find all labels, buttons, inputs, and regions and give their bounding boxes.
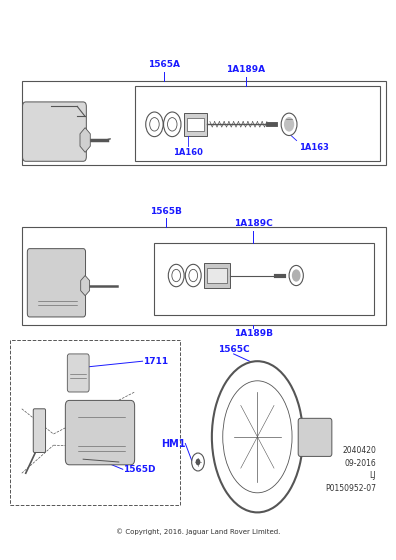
Bar bbox=[204, 263, 230, 288]
FancyBboxPatch shape bbox=[33, 409, 46, 452]
Text: 1565D: 1565D bbox=[123, 465, 155, 474]
Text: 1A189B: 1A189B bbox=[234, 329, 273, 338]
Bar bbox=[184, 113, 207, 136]
Bar bbox=[187, 118, 204, 131]
Bar bbox=[154, 243, 374, 315]
Bar bbox=[10, 340, 180, 505]
Text: 1565A: 1565A bbox=[148, 60, 180, 69]
FancyBboxPatch shape bbox=[65, 400, 135, 465]
Text: 1711: 1711 bbox=[143, 357, 168, 366]
Text: 1565B: 1565B bbox=[150, 207, 182, 216]
Polygon shape bbox=[80, 128, 90, 152]
Text: 1A163: 1A163 bbox=[299, 143, 329, 152]
Polygon shape bbox=[81, 276, 89, 296]
Text: © Copyright, 2016. Jaguar Land Rover Limited.: © Copyright, 2016. Jaguar Land Rover Lim… bbox=[116, 528, 280, 535]
FancyBboxPatch shape bbox=[67, 354, 89, 392]
Text: 2040420
09-2016
LJ
P0150952-07: 2040420 09-2016 LJ P0150952-07 bbox=[325, 446, 376, 493]
Circle shape bbox=[196, 459, 200, 465]
Text: 1A189A: 1A189A bbox=[226, 66, 265, 74]
Circle shape bbox=[284, 117, 294, 132]
Bar bbox=[207, 268, 227, 283]
Circle shape bbox=[292, 269, 301, 282]
FancyBboxPatch shape bbox=[23, 102, 86, 161]
Text: 1A189C: 1A189C bbox=[234, 219, 273, 228]
Text: HM1: HM1 bbox=[161, 438, 185, 449]
Text: 1565C: 1565C bbox=[218, 345, 249, 354]
Bar bbox=[135, 86, 380, 161]
Text: 1A160: 1A160 bbox=[173, 148, 203, 157]
Bar bbox=[22, 81, 386, 165]
Bar bbox=[22, 227, 386, 325]
FancyBboxPatch shape bbox=[298, 418, 332, 456]
FancyBboxPatch shape bbox=[27, 249, 86, 317]
